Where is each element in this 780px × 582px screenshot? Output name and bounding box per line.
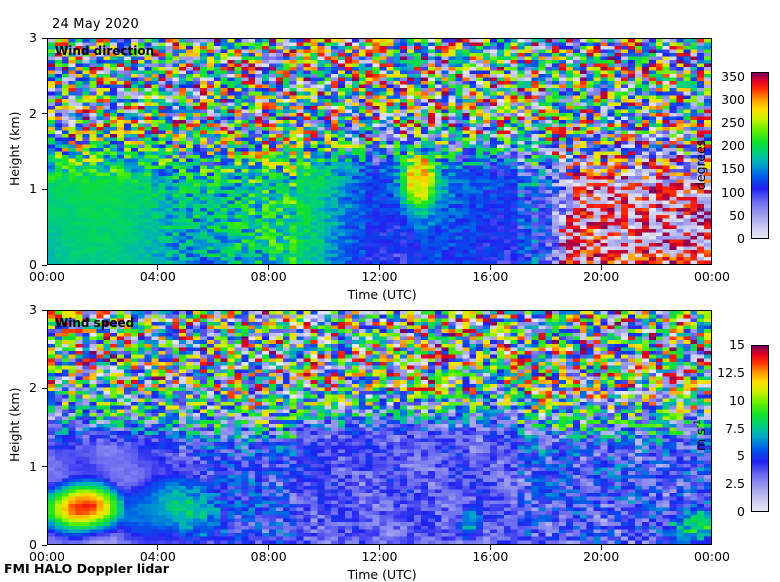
x-tick-label: 04:00 xyxy=(139,269,176,284)
x-tick-label: 16:00 xyxy=(472,269,509,284)
colorbar-tick-label: 0 xyxy=(737,231,745,246)
heatmap-pixels xyxy=(48,311,711,544)
y-tick-mark xyxy=(42,264,47,266)
x-tick-label: 20:00 xyxy=(583,269,620,284)
colorbar-degrees xyxy=(751,72,769,239)
y-tick-mark xyxy=(42,544,47,546)
y-tick-label: 0 xyxy=(29,537,37,552)
panel-title-wind-speed: Wind speed xyxy=(55,316,135,330)
colorbar-tick-label: 7.5 xyxy=(725,420,745,436)
colorbar-tick-label: 150 xyxy=(721,161,745,177)
y-tick-mark xyxy=(42,188,47,190)
x-tick-label: 08:00 xyxy=(250,269,287,284)
x-tick-mark xyxy=(600,265,602,270)
y-tick-label: 0 xyxy=(29,257,37,272)
colorbar-tick-label: 50 xyxy=(729,207,745,223)
heatmap-pixels xyxy=(48,39,711,264)
y-tick-mark xyxy=(42,37,47,39)
y-tick-label: 2 xyxy=(29,105,37,121)
x-tick-label: 16:00 xyxy=(472,549,509,564)
colorbar-tick-label: 200 xyxy=(721,138,745,154)
colorbar-tick-label: 300 xyxy=(721,91,745,107)
x-tick-mark xyxy=(379,545,380,550)
panel-title-wind-direction: Wind direction xyxy=(55,44,155,58)
y-axis-title: Height (km) xyxy=(7,111,22,186)
x-tick-mark xyxy=(600,545,602,550)
y-axis-title: Height (km) xyxy=(7,387,22,462)
x-tick-label: 08:00 xyxy=(250,549,287,564)
y-tick-mark xyxy=(42,113,47,115)
x-tick-label: 12:00 xyxy=(361,549,398,564)
colorbar-unit-mantissa: m s xyxy=(693,427,709,451)
x-tick-label: 00:00 xyxy=(693,549,731,564)
x-tick-mark xyxy=(379,265,380,270)
instrument-footer-label: FMI HALO Doppler lidar xyxy=(4,561,169,576)
x-tick-mark xyxy=(157,545,159,550)
colorbar-wind-speed xyxy=(751,345,769,512)
x-tick-mark xyxy=(489,265,491,270)
colorbar-tick-label: 10 xyxy=(729,392,745,408)
y-tick-mark xyxy=(42,309,47,311)
y-tick-mark xyxy=(42,387,47,389)
colorbar-unit-exponent: -1 xyxy=(693,418,703,428)
colorbar-tick-label: 100 xyxy=(721,184,745,200)
x-tick-label: 00:00 xyxy=(28,269,66,284)
x-tick-label: 00:00 xyxy=(693,269,731,284)
heatmap-plot-area-wind-speed xyxy=(47,310,712,545)
colorbar-tick-label: 5 xyxy=(737,448,745,464)
y-tick-label: 3 xyxy=(29,30,37,45)
x-tick-label: 00:00 xyxy=(28,549,66,564)
x-tick-mark xyxy=(268,545,270,550)
colorbar-axis-title: m s-1 xyxy=(693,419,708,451)
y-tick-label: 3 xyxy=(29,302,37,317)
y-tick-label: 1 xyxy=(29,458,37,474)
date-title: 24 May 2020 xyxy=(52,17,139,32)
colorbar-tick-label: 12.5 xyxy=(717,364,745,380)
x-tick-label: 12:00 xyxy=(361,269,398,284)
x-tick-mark xyxy=(157,265,159,270)
colorbar-tick-label: 0 xyxy=(737,504,745,519)
x-tick-mark xyxy=(268,265,270,270)
colorbar-tick-label: 350 xyxy=(721,68,745,84)
colorbar-gradient xyxy=(752,346,768,511)
y-tick-mark xyxy=(42,466,47,468)
colorbar-tick-label: 2.5 xyxy=(725,476,745,492)
colorbar-tick-label: 15 xyxy=(729,337,745,352)
colorbar-axis-title: degrees xyxy=(693,139,708,190)
y-tick-label: 2 xyxy=(29,380,37,396)
colorbar-tick-label: 250 xyxy=(721,115,745,131)
x-axis-title: Time (UTC) xyxy=(347,287,417,302)
x-tick-mark xyxy=(489,545,491,550)
x-tick-label: 20:00 xyxy=(583,549,620,564)
x-tick-label: 04:00 xyxy=(139,549,176,564)
x-axis-title: Time (UTC) xyxy=(347,567,417,582)
heatmap-plot-area-wind-direction xyxy=(47,38,712,265)
y-tick-label: 1 xyxy=(29,181,37,197)
colorbar-gradient xyxy=(752,73,768,238)
